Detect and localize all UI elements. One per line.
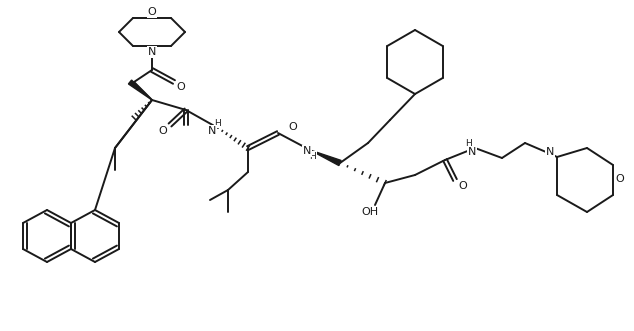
Text: N: N	[303, 146, 311, 156]
Text: N: N	[546, 147, 554, 157]
Text: O: O	[616, 174, 624, 184]
Text: N: N	[208, 126, 216, 136]
Text: H: H	[465, 138, 472, 148]
Text: N: N	[468, 147, 476, 157]
Text: H: H	[215, 118, 221, 127]
Text: O: O	[458, 181, 467, 191]
Text: N: N	[148, 47, 156, 57]
Polygon shape	[129, 80, 152, 100]
Text: O: O	[148, 7, 157, 17]
Text: O: O	[177, 82, 185, 92]
Text: H: H	[309, 152, 316, 161]
Text: O: O	[158, 126, 167, 136]
Polygon shape	[310, 150, 341, 166]
Text: OH: OH	[361, 207, 378, 217]
Text: O: O	[288, 122, 297, 132]
